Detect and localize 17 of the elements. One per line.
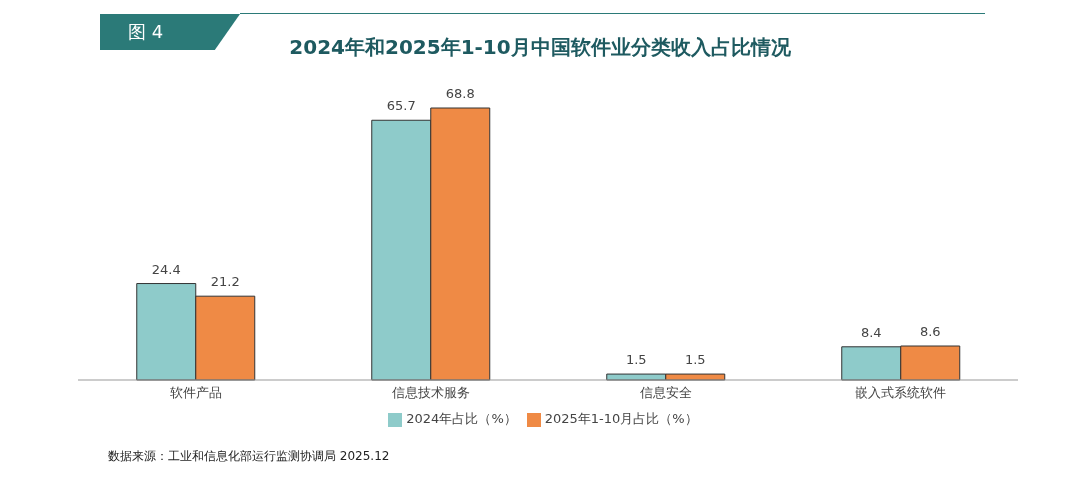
source-note: 数据来源：工业和信息化部运行监测协调局 2025.12 (108, 448, 390, 465)
data-label: 8.6 (919, 324, 941, 339)
legend-label: 2024年占比（%） (406, 411, 517, 426)
data-label: 65.7 (386, 98, 416, 114)
chart-title: 2024年和2025年1-10月中国软件业分类收入占比情况 (289, 35, 791, 59)
data-label: 1.5 (625, 352, 647, 368)
legend-label: 2025年1-10月占比（%） (544, 411, 698, 426)
x-tick-label: 软件产品 (169, 385, 222, 401)
caption: 图 4 (100, 14, 240, 50)
x-tick-label: 信息技术服务 (391, 385, 470, 401)
data-label: 8.4 (860, 324, 882, 340)
data-label: 24.4 (151, 261, 181, 277)
data-label: 21.2 (210, 274, 240, 290)
data-label: 1.5 (684, 352, 706, 368)
x-tick-label: 信息安全 (639, 385, 692, 401)
x-tick-label: 嵌入式系统软件 (855, 385, 946, 401)
data-label: 68.8 (445, 86, 475, 101)
